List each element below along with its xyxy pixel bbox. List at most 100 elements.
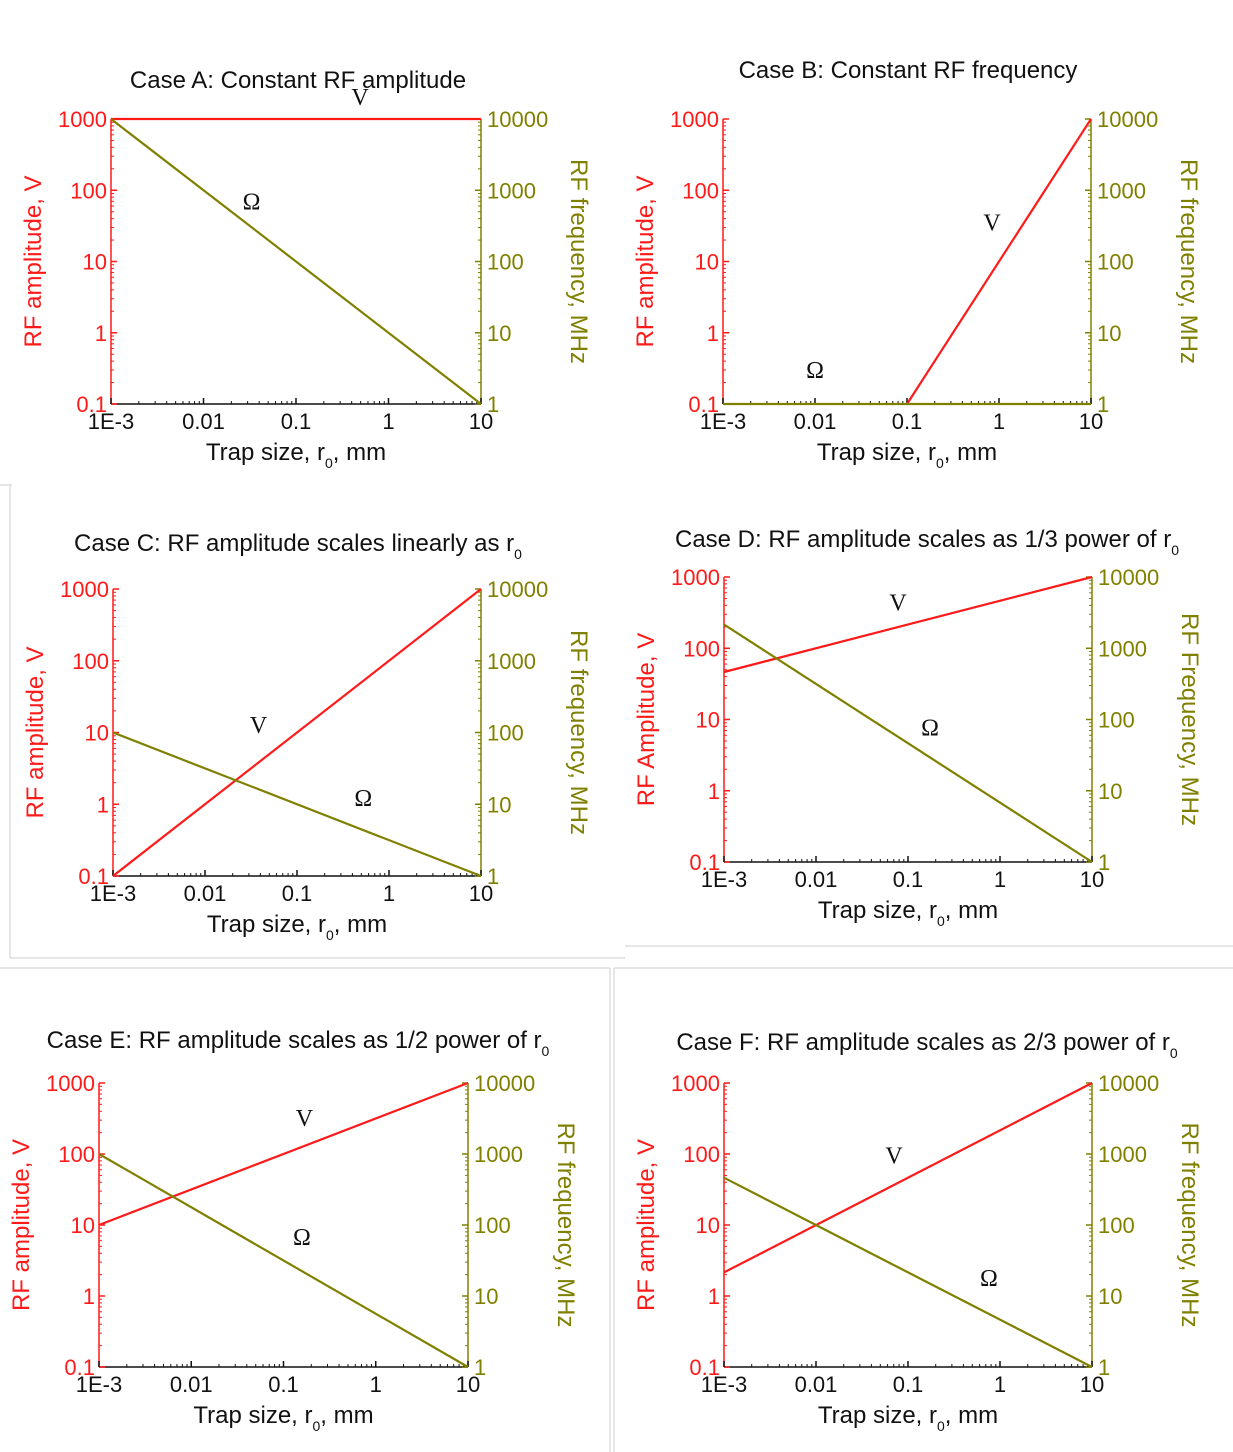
series-line-amplitude [906,118,1092,405]
x-tick-label: 1E-3 [90,881,136,906]
y-left-tick-label: 0.1 [78,864,109,889]
chart-title-subscript: 0 [1171,542,1179,558]
chart-title: Case B: Constant RF frequency [739,57,1078,84]
x-tick-label: 0.01 [182,409,225,434]
x-tick-label: 0.1 [893,1372,924,1397]
y-left-tick-label: 100 [72,649,109,674]
y-left-tick-label: 1000 [670,107,719,132]
y-left-tick-label: 1 [707,321,719,346]
y-right-tick-label: 1000 [1097,178,1146,203]
chart-title-subscript: 0 [542,1043,550,1059]
y-right-tick-label: 100 [487,250,524,275]
y-right-tick-label: 10000 [487,577,548,602]
x-tick-label: 1 [993,409,1005,434]
x-tick-label: 0.1 [893,867,924,892]
chart-title: Case E: RF amplitude scales as 1/2 power… [47,1027,550,1059]
y-right-tick-label: 10 [487,792,511,817]
y-right-tick-label: 1000 [1098,636,1147,661]
x-axis-label: Trap size, r0, mm [206,439,386,471]
series-label: Ω [806,358,824,384]
x-tick-label: 1E-3 [76,1372,122,1397]
x-tick-label: 10 [469,881,493,906]
y-left-tick-label: 0.1 [688,392,719,417]
y-left-tick-label: 100 [683,636,720,661]
x-tick-label: 1 [382,409,394,434]
y-right-tick-label: 1000 [487,649,536,674]
x-tick-label: 0.01 [795,1372,838,1397]
chart-panel-1: Case A: Constant RF amplitude 0.1 1 10 100 10… [20,67,592,471]
y-left-axis-label: RF amplitude, V [632,175,659,347]
y-right-axis-label: RF frequency, MHz [1175,159,1202,364]
y-left-tick-label: 100 [683,1142,720,1167]
series-line-amplitude [723,1082,1093,1274]
y-right-tick-label: 10 [1098,1284,1122,1309]
y-left-axis-label: RF amplitude, V [633,1139,660,1311]
y-left-tick-label: 100 [58,1142,95,1167]
y-left-tick-label: 1000 [58,107,107,132]
series-line-frequency [112,731,482,878]
x-tick-label: 10 [456,1372,480,1397]
series-label: V [296,1106,314,1132]
y-right-tick-label: 10 [1097,321,1121,346]
y-left-axis-label: RF amplitude, V [8,1139,35,1311]
chart-panel-4: Case D: RF amplitude scales as 1/3 power… [633,526,1203,929]
x-axis-label-unit: , mm [945,897,998,924]
series-line-amplitude [98,1081,469,1227]
x-axis-label-subscript: 0 [313,1418,321,1434]
x-tick-label: 1 [370,1372,382,1397]
chart-panel-3: Case C: RF amplitude scales linearly as … [22,530,592,943]
y-left-tick-label: 1000 [671,1071,720,1096]
series-label: V [250,713,268,739]
y-left-tick-label: 1 [97,792,109,817]
y-right-tick-label: 100 [487,721,524,746]
y-left-tick-label: 10 [696,1213,720,1238]
series-line-frequency [723,623,1093,863]
x-tick-label: 1E-3 [701,867,747,892]
x-axis-label-unit: , mm [334,911,387,938]
y-left-tick-label: 1000 [671,565,720,590]
x-tick-label: 1 [383,881,395,906]
y-right-axis-label: RF Frequency, MHz [1176,613,1203,826]
x-axis-label-subscript: 0 [937,913,945,929]
y-right-tick-label: 1 [1098,1355,1110,1380]
y-right-tick-label: 1000 [487,178,536,203]
series-line-amplitude [112,588,482,877]
y-left-tick-label: 1 [83,1284,95,1309]
y-left-tick-label: 0.1 [64,1355,95,1380]
y-right-tick-label: 10 [487,321,511,346]
chart-panel-5: Case E: RF amplitude scales as 1/2 power… [8,1027,579,1434]
x-axis-label-unit: , mm [320,1402,373,1429]
y-left-tick-label: 0.1 [76,392,107,417]
y-left-tick-label: 10 [695,250,719,275]
y-right-tick-label: 100 [474,1213,511,1238]
y-right-tick-label: 1000 [474,1142,523,1167]
x-tick-label: 10 [1080,867,1104,892]
x-axis-label: Trap size, r0, mm [207,911,387,943]
x-axis-label: Trap size, r0, mm [193,1402,373,1434]
y-left-tick-label: 0.1 [689,1355,720,1380]
chart-title: Case F: RF amplitude scales as 2/3 power… [676,1029,1178,1061]
x-tick-label: 1E-3 [700,409,746,434]
series-label: Ω [243,189,261,215]
y-right-tick-label: 100 [1098,708,1135,733]
series-line-frequency [723,1176,1093,1368]
series-label: Ω [980,1266,998,1292]
x-tick-label: 10 [1080,1372,1104,1397]
x-axis-label-subscript: 0 [326,927,334,943]
y-left-tick-label: 1000 [46,1071,95,1096]
x-axis-label-subscript: 0 [936,455,944,471]
y-left-tick-label: 10 [83,250,107,275]
y-left-tick-label: 1 [708,1284,720,1309]
y-right-tick-label: 10000 [1098,565,1159,590]
y-left-tick-label: 10 [71,1213,95,1238]
y-right-tick-label: 10 [1098,779,1122,804]
chart-title: Case D: RF amplitude scales as 1/3 power… [675,526,1179,558]
series-label: V [889,591,907,617]
y-left-tick-label: 1000 [60,577,109,602]
y-left-axis-label: RF amplitude, V [22,646,49,818]
x-tick-label: 1E-3 [701,1372,747,1397]
chart-title: Case A: Constant RF amplitude [130,67,466,94]
y-right-axis-label: RF frequency, MHz [1176,1123,1203,1328]
chart-title: Case C: RF amplitude scales linearly as … [74,530,522,562]
